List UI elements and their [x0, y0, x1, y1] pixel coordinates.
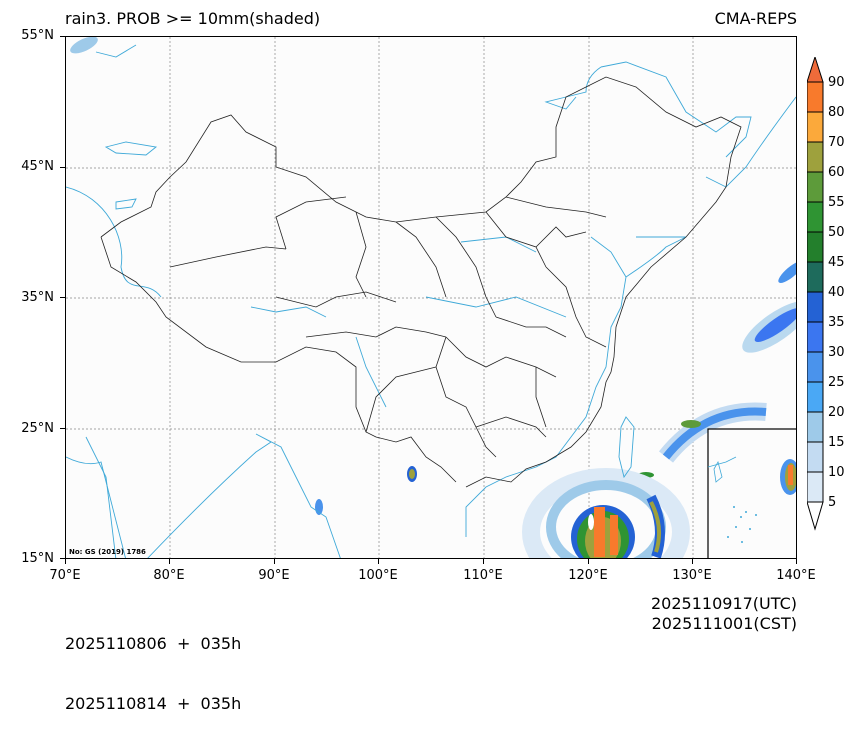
x-tick-label-90e: 90°E: [258, 568, 290, 583]
x-tick: [483, 559, 484, 564]
valid-time-utc: 2025110917(UTC): [651, 594, 797, 613]
x-tick: [692, 559, 693, 564]
colorbar-extend-min: [807, 501, 824, 531]
colorbar-label: 50: [828, 225, 845, 240]
y-tick: [60, 297, 65, 298]
x-tick: [274, 559, 275, 564]
init-time-block: 2025110806 + 035h 2025110814 + 035h: [65, 594, 241, 734]
colorbar: [807, 57, 824, 531]
south-china-sea-inset: [707, 428, 796, 558]
colorbar-label: 25: [828, 375, 845, 390]
y-tick-label-45n: 45°N: [21, 159, 54, 174]
colorbar-label: 30: [828, 345, 845, 360]
x-tick-label-110e: 110°E: [463, 568, 503, 583]
colorbar-label: 40: [828, 285, 845, 300]
colorbar-label: 35: [828, 315, 845, 330]
x-tick-label-120e: 120°E: [568, 568, 608, 583]
colorbar-label: 10: [828, 465, 845, 480]
x-tick: [65, 559, 66, 564]
colorbar-label: 60: [828, 165, 845, 180]
y-tick-label-35n: 35°N: [21, 290, 54, 305]
x-tick: [588, 559, 589, 564]
y-tick: [60, 428, 65, 429]
colorbar-label: 55: [828, 195, 845, 210]
map-canvas: [66, 37, 796, 558]
colorbar-label: 70: [828, 135, 845, 150]
x-tick: [169, 559, 170, 564]
colorbar-label: 80: [828, 105, 845, 120]
y-tick: [60, 558, 65, 559]
chart-title: rain3. PROB >= 10mm(shaded): [65, 9, 321, 28]
colorbar-label: 15: [828, 435, 845, 450]
y-tick-label-55n: 55°N: [21, 28, 54, 43]
map-approval-number: No: GS (2019) 1786: [69, 548, 146, 556]
init-time-cst: 2025110814 + 035h: [65, 694, 242, 713]
y-tick-label-15n: 15°N: [21, 551, 54, 566]
map-plot-area: [65, 36, 797, 559]
y-tick: [60, 167, 65, 168]
x-tick-label-70e: 70°E: [49, 568, 81, 583]
model-name: CMA-REPS: [714, 9, 797, 28]
colorbar-label: 20: [828, 405, 845, 420]
precip-shading: [70, 37, 796, 558]
x-tick: [796, 559, 797, 564]
valid-time-block: 2025110917(UTC) 2025111001(CST): [651, 594, 797, 634]
x-tick-label-140e: 140°E: [776, 568, 816, 583]
init-time-utc: 2025110806 + 035h: [65, 634, 242, 653]
colorbar-label: 90: [828, 75, 845, 90]
colorbar-label: 5: [828, 495, 837, 510]
y-tick: [60, 36, 65, 37]
y-tick-label-25n: 25°N: [21, 421, 54, 436]
colorbar-label: 45: [828, 255, 845, 270]
x-tick-label-130e: 130°E: [672, 568, 712, 583]
x-tick: [378, 559, 379, 564]
x-tick-label-80e: 80°E: [153, 568, 185, 583]
colorbar-extend-max: [807, 57, 824, 83]
borders: [100, 76, 742, 488]
x-tick-label-100e: 100°E: [358, 568, 398, 583]
valid-time-cst: 2025111001(CST): [651, 614, 797, 633]
